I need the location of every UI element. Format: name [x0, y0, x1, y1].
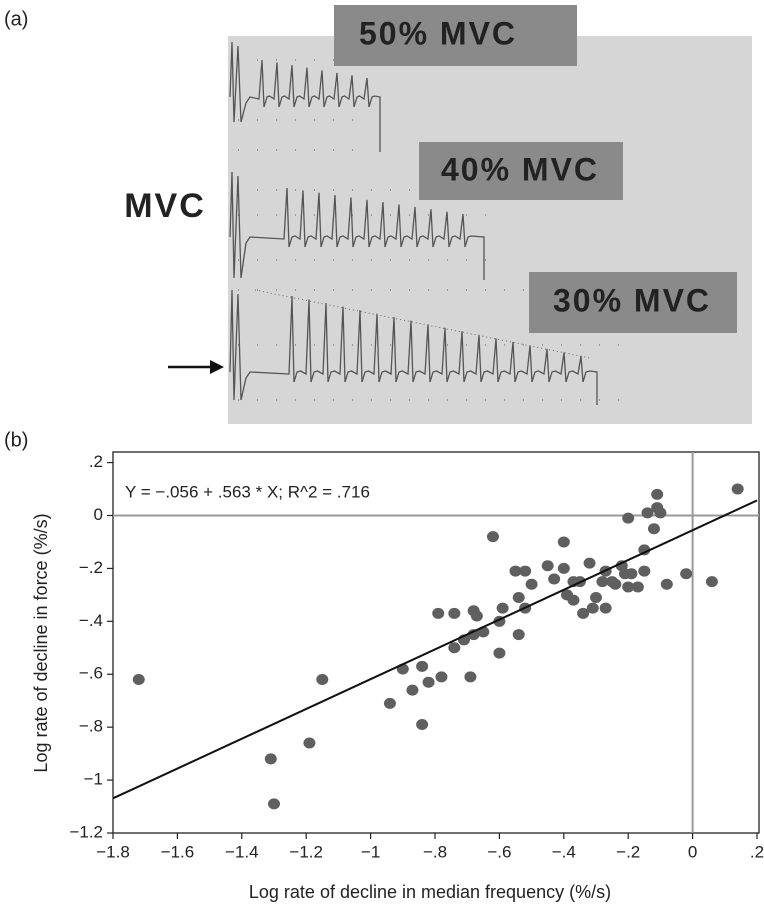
box-label: 30% MVC	[553, 282, 711, 318]
data-point	[464, 671, 477, 683]
y-tick-label: .2	[89, 452, 103, 471]
data-point	[496, 602, 509, 614]
data-point	[596, 576, 609, 588]
x-tick-label: −1.2	[289, 842, 323, 861]
data-point	[577, 607, 590, 619]
x-axis-label: Log rate of decline in median frequency …	[249, 882, 611, 902]
data-point	[422, 676, 435, 688]
data-point	[316, 674, 329, 686]
data-point	[731, 483, 744, 495]
y-axis-label: Log rate of decline in force (%/s)	[31, 513, 51, 772]
annotation: Y = −.056 + .563 * X; R^2 = .716	[125, 482, 370, 501]
data-point	[638, 544, 651, 556]
data-point	[383, 697, 396, 709]
data-point	[416, 660, 429, 672]
label-box	[419, 142, 623, 200]
y-tick-label: −1.2	[69, 822, 103, 841]
data-point	[660, 578, 673, 590]
x-tick-label: −1	[361, 842, 380, 861]
panel-label: (a)	[4, 8, 28, 30]
data-point	[519, 565, 532, 577]
y-tick-label: −.8	[79, 717, 103, 736]
box-label: 40% MVC	[441, 151, 599, 187]
data-point	[590, 592, 602, 604]
data-point	[448, 607, 461, 619]
data-point	[557, 536, 570, 548]
x-tick-label: −1.4	[225, 842, 259, 861]
x-tick-label: −.8	[423, 842, 447, 861]
regression-line	[112, 499, 758, 800]
y-tick-label: −.4	[79, 611, 103, 630]
scatter-plot: −1.8 −1.6 −1.4 −1.2 −1 −.8 −.6 −.4 −.2 0 .2 .2 0 −.2 −…	[69, 451, 764, 861]
data-point	[567, 594, 580, 606]
label-box	[334, 5, 577, 66]
data-point	[406, 684, 419, 696]
data-point	[638, 565, 651, 577]
x-tick-label: −1.8	[96, 842, 130, 861]
data-point	[416, 719, 429, 731]
data-point	[512, 629, 525, 641]
trace-photo	[228, 36, 752, 424]
data-point	[509, 565, 522, 577]
data-point	[651, 488, 664, 500]
box-label: 50% MVC	[359, 15, 517, 51]
data-point	[641, 507, 654, 519]
x-tick-label: .2	[750, 842, 764, 861]
y-tick-label: −1	[84, 770, 103, 789]
data-point	[470, 610, 483, 622]
plot-frame	[112, 451, 760, 834]
data-point	[583, 557, 596, 569]
x-tick-label: −1.6	[161, 842, 195, 861]
panel-label: (b)	[4, 429, 28, 451]
x-tick-label: −.4	[552, 842, 576, 861]
data-point	[705, 576, 718, 588]
data-point	[548, 573, 561, 585]
data-point	[512, 592, 525, 604]
data-point	[625, 568, 638, 580]
data-point	[132, 674, 145, 686]
y-tick-label: −.2	[79, 558, 103, 577]
data-point	[264, 753, 277, 765]
arrow-head	[210, 360, 224, 374]
data-point	[631, 581, 644, 593]
x-tick-label: −.2	[616, 842, 640, 861]
side-label: MVC	[124, 187, 206, 225]
data-point	[493, 647, 506, 659]
emg-trace	[229, 41, 381, 152]
data-point	[268, 798, 280, 810]
data-point	[303, 737, 316, 749]
data-point	[432, 607, 445, 619]
data-point	[541, 560, 554, 572]
data-point	[609, 578, 622, 590]
x-tick-label: 0	[688, 842, 697, 861]
data-point	[680, 568, 693, 580]
x-tick-label: −.6	[487, 842, 511, 861]
y-tick-label: −.6	[79, 664, 103, 683]
data-point	[448, 642, 461, 654]
data-point	[647, 523, 660, 535]
emg-trace	[229, 171, 485, 280]
data-point	[557, 562, 570, 574]
data-point	[654, 507, 667, 519]
data-point	[622, 512, 635, 524]
label-box	[529, 272, 737, 333]
emg-trace	[229, 289, 598, 405]
data-point	[622, 581, 635, 593]
data-point	[599, 602, 612, 614]
data-point	[586, 602, 599, 614]
data-point	[525, 578, 538, 590]
dotted-guide	[254, 289, 591, 359]
data-point	[486, 531, 499, 543]
data-point	[435, 671, 448, 683]
y-tick-label: 0	[94, 505, 103, 524]
